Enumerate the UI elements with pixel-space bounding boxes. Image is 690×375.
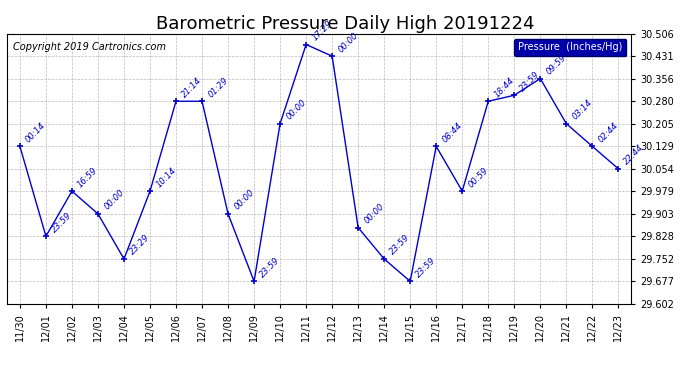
Text: 01:29: 01:29 (206, 75, 230, 99)
Text: Barometric Pressure Daily High 20191224: Barometric Pressure Daily High 20191224 (156, 15, 534, 33)
Text: 23:59: 23:59 (258, 256, 282, 279)
Text: 23:59: 23:59 (50, 210, 74, 234)
Text: 00:00: 00:00 (284, 98, 308, 122)
Text: 00:00: 00:00 (233, 188, 256, 211)
Text: 00:14: 00:14 (24, 121, 48, 144)
Text: 18:44: 18:44 (493, 75, 516, 99)
Text: 16:59: 16:59 (76, 165, 100, 189)
Text: 17:29: 17:29 (310, 19, 334, 42)
Text: 00:59: 00:59 (466, 165, 490, 189)
Text: 23:59: 23:59 (415, 256, 438, 279)
Legend: Pressure  (Inches/Hg): Pressure (Inches/Hg) (514, 39, 627, 56)
Text: 00:00: 00:00 (336, 30, 360, 54)
Text: 21:14: 21:14 (180, 75, 204, 99)
Text: 23:59: 23:59 (518, 69, 542, 93)
Text: 22:44: 22:44 (622, 143, 646, 166)
Text: 03:14: 03:14 (571, 98, 594, 122)
Text: 09:59: 09:59 (544, 53, 568, 76)
Text: 23:29: 23:29 (128, 233, 152, 257)
Text: 08:44: 08:44 (440, 121, 464, 144)
Text: 00:00: 00:00 (362, 202, 386, 225)
Text: Copyright 2019 Cartronics.com: Copyright 2019 Cartronics.com (13, 42, 166, 52)
Text: 00:00: 00:00 (102, 188, 126, 211)
Text: 10:14: 10:14 (154, 165, 178, 189)
Text: 23:59: 23:59 (388, 233, 412, 257)
Text: 02:44: 02:44 (596, 121, 620, 144)
